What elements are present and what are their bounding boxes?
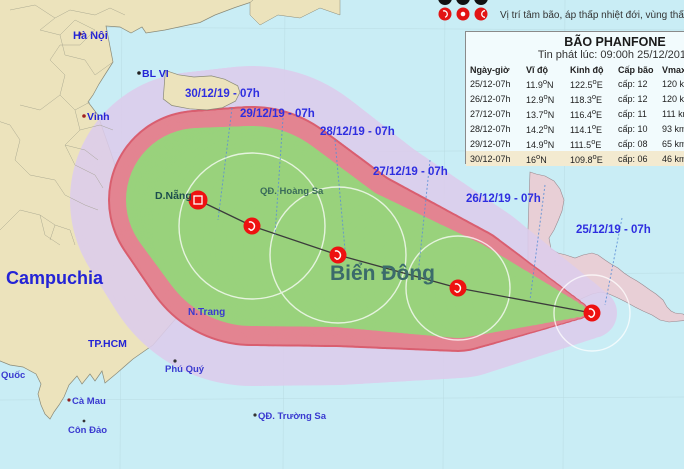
- svg-text:Cà Mau: Cà Mau: [72, 396, 106, 407]
- svg-text:BL VI: BL VI: [142, 68, 169, 80]
- svg-text:30/12/19 - 07h: 30/12/19 - 07h: [185, 88, 260, 100]
- svg-text:26/12/19 - 07h: 26/12/19 - 07h: [466, 193, 541, 205]
- svg-text:TP.HCM: TP.HCM: [88, 338, 127, 350]
- svg-text:QĐ. Trường Sa: QĐ. Trường Sa: [258, 411, 327, 422]
- svg-text:29/12/19 - 07h: 29/12/19 - 07h: [240, 108, 315, 120]
- svg-text:Campuchia: Campuchia: [6, 268, 104, 288]
- svg-text:QĐ. Hoàng Sa: QĐ. Hoàng Sa: [260, 186, 324, 197]
- svg-text:Hà Nội: Hà Nội: [73, 30, 108, 42]
- svg-text:Biển Đông: Biển Đông: [330, 262, 435, 285]
- svg-text:28/12/19 - 07h: 28/12/19 - 07h: [320, 126, 395, 138]
- svg-text:Vị trí tâm bão, áp thấp nhiệt: Vị trí tâm bão, áp thấp nhiệt đới, vùng …: [500, 9, 684, 21]
- svg-text:N.Trang: N.Trang: [188, 307, 225, 318]
- svg-text:25/12/19 - 07h: 25/12/19 - 07h: [576, 224, 651, 236]
- svg-text:Vinh: Vinh: [87, 111, 110, 123]
- svg-text:27/12/19 - 07h: 27/12/19 - 07h: [373, 166, 448, 178]
- svg-text:D.Nẵng: D.Nẵng: [155, 189, 192, 202]
- svg-text:Phú Quý: Phú Quý: [165, 364, 205, 375]
- svg-text:Côn Đảo: Côn Đảo: [68, 425, 107, 436]
- svg-text:Quốc: Quốc: [1, 370, 25, 381]
